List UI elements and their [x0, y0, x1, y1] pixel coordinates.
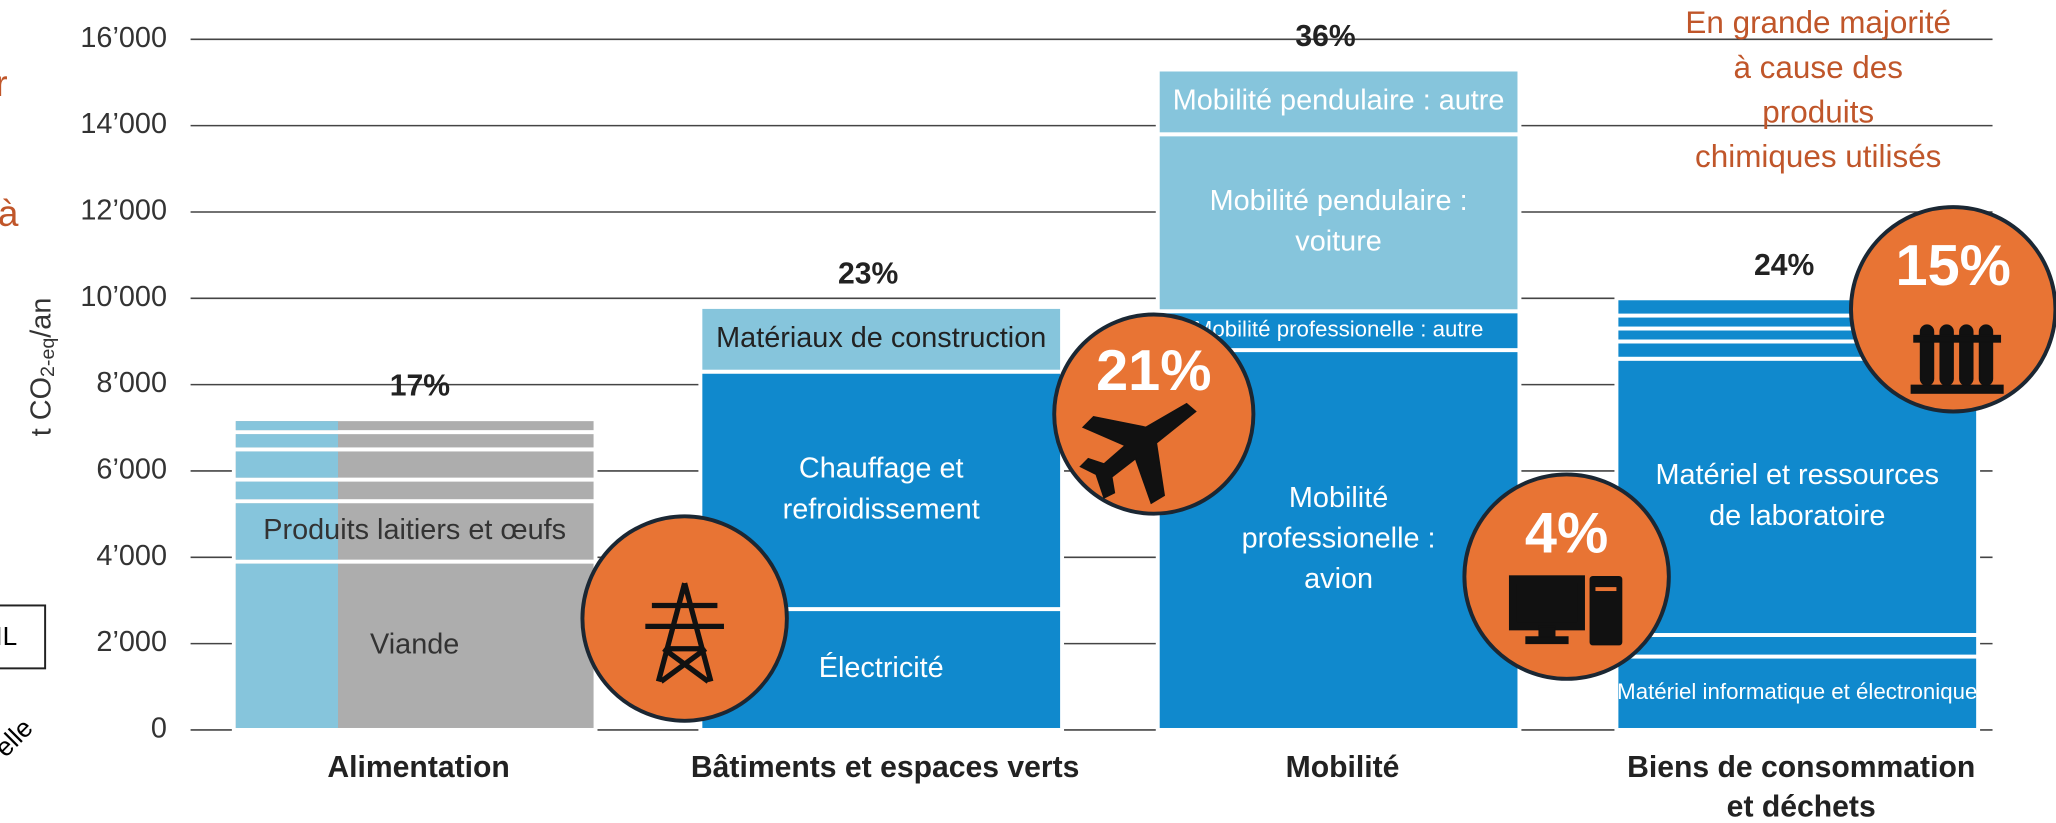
share-label: 24%: [1754, 249, 1814, 282]
x-tick-label: Mobilité: [1286, 751, 1400, 784]
badge-computer: 4%: [1462, 472, 1671, 681]
segment-label: Mobilité professionelle : autre: [1194, 317, 1484, 342]
clipped-text: IL: [0, 621, 17, 651]
bar-segment-stripe: [235, 434, 339, 448]
y-tick-label: 2’000: [96, 626, 167, 658]
segment-label: refroidissement: [783, 493, 980, 525]
badge-label: 21%: [1096, 339, 1211, 403]
bar-segment-stripe: [235, 503, 339, 560]
share-label: 17%: [390, 370, 450, 403]
bar-segment: [1614, 633, 1981, 659]
y-tick-label: 4’000: [96, 540, 167, 572]
y-tick-label: 12’000: [80, 195, 167, 227]
clipped-box: [0, 604, 47, 670]
segment-label: Matériaux de construction: [716, 322, 1046, 354]
annotation-line: à cause des: [1733, 50, 1903, 85]
badge-label: 15%: [1896, 234, 2011, 298]
segment-label: Produits laitiers et œufs: [263, 514, 566, 546]
badge-test-tubes: 15%: [1849, 205, 2056, 414]
segment-label: Matériel informatique et électronique: [1617, 679, 1977, 704]
segment-label: avion: [1304, 563, 1373, 595]
share-label: 36%: [1295, 20, 1355, 53]
y-label-part: /an: [25, 298, 57, 338]
x-tick-label: Alimentation: [327, 751, 509, 784]
clipped-text: elle: [0, 713, 39, 763]
y-axis-label: t CO2-eq/an: [25, 298, 59, 437]
segment-label: Matériel et ressources: [1655, 459, 1939, 491]
x-tick-label: et déchets: [1727, 791, 1876, 823]
annotation: En grande majorité à cause des produits …: [1685, 5, 1951, 174]
badge-plane: 21%: [1052, 312, 1256, 516]
y-tick-label: 16’000: [80, 22, 167, 54]
x-tick-label: Biens de consommation: [1627, 751, 1975, 784]
bar-segment-stripe: [235, 481, 339, 500]
bar-segment: [698, 304, 1065, 374]
bar-segment: [698, 369, 1065, 612]
y-label-part: t CO: [25, 377, 57, 436]
share-label: 23%: [838, 257, 898, 290]
annotation-line: produits: [1762, 94, 1874, 129]
segment-label: Mobilité: [1289, 482, 1388, 514]
x-tick-label: Bâtiments et espaces verts: [691, 751, 1079, 784]
badge-pylon: [580, 514, 789, 723]
clipped-text: à: [0, 193, 19, 234]
bar-segment-stripe: [235, 421, 339, 431]
segment-label: Mobilité pendulaire :: [1210, 185, 1468, 217]
bar-segment: [1155, 67, 1522, 137]
y-tick-label: 14’000: [80, 108, 167, 140]
segment-label: professionelle :: [1242, 523, 1436, 555]
segment-label: Électricité: [819, 651, 944, 684]
bar-segment-stripe: [235, 563, 339, 728]
bar-segment: [1614, 654, 1981, 732]
annotation-line: En grande majorité: [1685, 5, 1951, 40]
segment-label: Chauffage et: [799, 453, 964, 485]
segment-label: Viande: [370, 628, 459, 660]
y-label-sub: 2-eq: [37, 338, 59, 377]
y-tick-label: 0: [151, 713, 167, 745]
bar-segment: [1155, 132, 1522, 314]
y-tick-label: 10’000: [80, 281, 167, 313]
annotation-line: chimiques utilisés: [1695, 139, 1941, 174]
segment-label: Mobilité pendulaire : autre: [1173, 85, 1505, 117]
y-tick-label: 8’000: [96, 367, 167, 399]
badge-label: 4%: [1525, 502, 1608, 566]
y-tick-label: 6’000: [96, 454, 167, 486]
bar-segment-stripe: [235, 451, 339, 478]
clipped-text: r: [0, 63, 8, 104]
segment-label: voiture: [1295, 226, 1382, 258]
segment-label: de laboratoire: [1709, 500, 1885, 532]
